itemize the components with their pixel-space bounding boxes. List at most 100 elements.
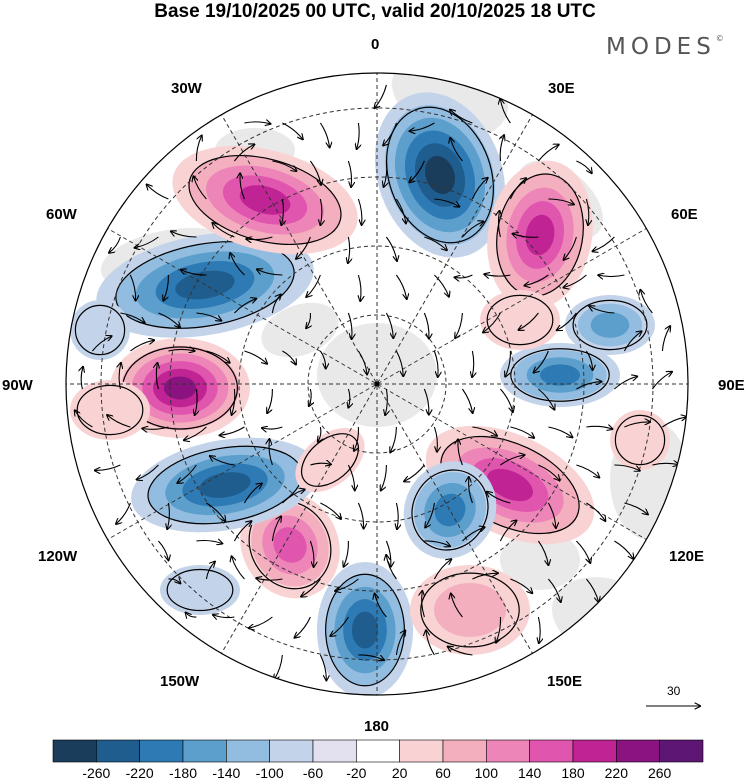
wind-arrow — [624, 422, 650, 428]
wind-arrow — [505, 350, 511, 377]
colorbar-tick-label: -60 — [302, 765, 324, 781]
wind-arrow — [375, 84, 387, 108]
wind-arrow — [498, 211, 500, 238]
brand-text: MODES — [606, 34, 716, 60]
wind-arrow — [137, 464, 159, 480]
wind-arrow — [230, 253, 245, 276]
wind-arrow — [395, 274, 406, 299]
wind-arrow — [244, 122, 270, 124]
wind-arrow — [354, 426, 359, 451]
wind-arrow — [301, 578, 321, 597]
wind-arrow — [461, 388, 472, 413]
wind-arrow — [537, 540, 548, 565]
wind-arrow — [384, 160, 387, 187]
wind-arrow — [409, 160, 425, 182]
wind-arrow — [262, 427, 283, 429]
wind-arrow — [157, 540, 168, 560]
wind-arrow — [496, 616, 501, 643]
anomaly-level — [160, 565, 240, 615]
positive-anomaly — [172, 145, 358, 255]
wind-arrow — [614, 540, 633, 559]
anomaly-level — [540, 364, 580, 386]
wind-arrow — [425, 502, 435, 527]
wind-arrow — [344, 540, 349, 567]
wind-arrow — [586, 426, 612, 429]
wind-arrow — [331, 616, 349, 636]
anomaly-level — [487, 468, 533, 502]
wind-arrow — [450, 138, 463, 162]
wind-arrow — [319, 654, 326, 680]
wind-arrow — [233, 144, 254, 162]
wind-arrow — [358, 654, 384, 660]
wind-arrow — [448, 647, 473, 656]
negative-anomaly — [500, 343, 620, 407]
colorbar-tick-label: 140 — [517, 765, 542, 781]
wind-arrow — [358, 274, 361, 301]
wind-arrow — [381, 464, 387, 490]
wind-arrow — [243, 484, 261, 504]
wind-arrow — [256, 578, 283, 580]
colorbar — [52, 739, 704, 763]
map-title: Base 19/10/2025 00 UTC, valid 20/10/2025… — [154, 1, 596, 22]
wind-arrow — [347, 464, 354, 490]
wind-arrow — [652, 463, 678, 465]
wind-arrow — [576, 540, 590, 563]
colorbar-swatch — [572, 739, 617, 763]
wind-arrow — [91, 336, 111, 352]
wind-arrow — [206, 350, 229, 363]
wind-arrow — [386, 555, 397, 580]
wind-arrow — [598, 275, 625, 277]
wind-arrow — [171, 231, 197, 238]
negative-anomaly — [160, 565, 240, 615]
positive-anomaly — [610, 410, 670, 470]
wind-arrow — [547, 578, 560, 602]
wind-arrow — [107, 415, 131, 428]
colorbar-swatch — [182, 739, 227, 763]
wind-arrow — [195, 136, 201, 162]
wind-arrow — [395, 350, 403, 376]
wind-arrow — [116, 502, 131, 524]
wind-arrow — [500, 135, 504, 162]
wind-arrow — [195, 388, 197, 415]
wind-arrow — [461, 222, 483, 238]
anomaly-level — [273, 527, 307, 563]
wind-arrow — [513, 234, 539, 238]
wind-arrow — [81, 367, 83, 390]
wind-arrow — [357, 502, 363, 529]
wind-arrow — [499, 521, 516, 542]
wind-arrow — [614, 464, 639, 471]
anomaly-level — [239, 185, 291, 215]
wind-arrow — [509, 178, 526, 200]
colorbar-swatch — [96, 739, 140, 763]
positive-anomaly — [480, 290, 560, 350]
wind-arrow — [585, 350, 592, 370]
lon-label-0: 0 — [371, 36, 380, 53]
negative-anomaly — [374, 92, 506, 258]
wind-arrow — [213, 223, 235, 238]
wind-arrow — [484, 274, 511, 276]
wind-arrow — [319, 350, 325, 368]
colorbar-tick-label: -20 — [346, 765, 367, 781]
wind-arrow — [347, 312, 352, 339]
wind-arrow — [75, 411, 93, 428]
lon-label-150e: 150E — [547, 673, 583, 690]
wind-arrow — [306, 312, 310, 328]
wind-arrow — [158, 312, 180, 327]
wind-arrow — [233, 521, 251, 542]
lon-label-180: 180 — [364, 718, 390, 735]
wind-arrow — [487, 492, 511, 504]
wind-arrow — [424, 236, 446, 250]
wind-arrow — [500, 455, 524, 466]
wind-arrow — [234, 299, 256, 314]
wind-arrow — [455, 274, 473, 278]
wind-arrow — [534, 350, 549, 373]
wind-arrow — [296, 236, 311, 259]
wind-arrow — [357, 198, 361, 225]
wind-arrow — [451, 594, 463, 618]
colorbar-tick-label: -100 — [255, 765, 284, 781]
anomaly-level — [351, 611, 379, 649]
anomaly-level — [434, 583, 506, 637]
wind-arrow — [257, 269, 283, 276]
wind-arrow — [455, 312, 463, 338]
wind-arrow — [348, 388, 350, 408]
